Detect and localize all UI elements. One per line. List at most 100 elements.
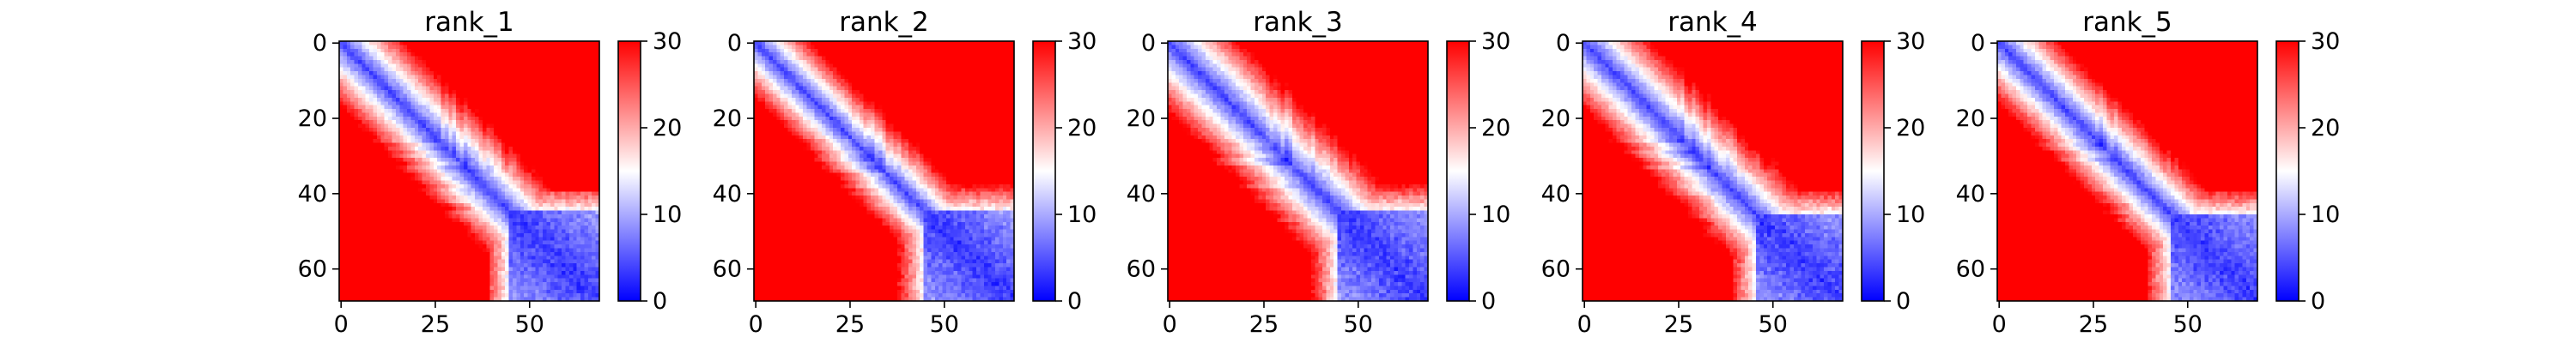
heatmap-cell xyxy=(404,162,408,166)
heatmap-cell xyxy=(456,279,460,283)
heatmap-cell xyxy=(554,207,558,211)
heatmap-cell xyxy=(475,93,479,98)
heatmap-cell xyxy=(426,98,430,102)
heatmap-cell xyxy=(437,143,441,147)
heatmap-cell xyxy=(460,120,465,124)
heatmap-cell xyxy=(437,286,441,290)
heatmap-cell xyxy=(407,128,411,132)
heatmap-cell xyxy=(486,71,490,75)
heatmap-cell xyxy=(369,192,374,196)
heatmap-cell xyxy=(467,150,471,154)
heatmap-cell xyxy=(573,165,577,170)
heatmap-cell xyxy=(547,218,551,222)
heatmap-cell xyxy=(404,184,408,189)
heatmap-cell xyxy=(577,128,581,132)
heatmap-cell xyxy=(497,90,501,94)
heatmap-cell xyxy=(369,244,374,249)
heatmap-cell xyxy=(464,52,468,57)
heatmap-cell xyxy=(554,143,558,147)
heatmap-cell xyxy=(415,188,419,192)
heatmap-cell xyxy=(532,252,536,256)
heatmap-cell xyxy=(550,105,555,110)
heatmap-cell xyxy=(494,274,498,279)
heatmap-cell xyxy=(415,98,419,102)
heatmap-cell xyxy=(535,57,539,61)
heatmap-cell xyxy=(471,82,476,87)
heatmap-cell xyxy=(497,279,501,283)
heatmap-cell xyxy=(453,249,457,253)
heatmap-cell xyxy=(471,147,476,151)
heatmap-cell xyxy=(418,90,422,94)
heatmap-cell xyxy=(509,139,513,143)
heatmap-cell xyxy=(380,184,385,189)
heatmap-cell xyxy=(483,162,487,166)
heatmap-cell xyxy=(380,90,385,94)
colorbar: 0102030 xyxy=(618,28,682,315)
heatmap-cell xyxy=(355,203,359,208)
heatmap-cell xyxy=(369,147,374,151)
heatmap-cell xyxy=(547,279,551,283)
heatmap-cell xyxy=(343,233,347,238)
heatmap-cell xyxy=(388,290,392,294)
heatmap-cell xyxy=(478,177,483,181)
heatmap-cell xyxy=(369,293,374,298)
heatmap-cell xyxy=(901,49,905,53)
heatmap-cell xyxy=(350,249,355,253)
heatmap-cell xyxy=(410,222,415,226)
heatmap-cell xyxy=(547,101,551,105)
heatmap-cell xyxy=(374,90,378,94)
heatmap-cell xyxy=(528,79,532,83)
heatmap-cell xyxy=(429,131,434,135)
heatmap-cell xyxy=(399,98,404,102)
heatmap-cell xyxy=(358,249,362,253)
heatmap-cell xyxy=(535,131,539,135)
heatmap-cell xyxy=(361,263,366,268)
heatmap-cell xyxy=(543,226,547,230)
heatmap-cell xyxy=(524,260,528,264)
heatmap-cell xyxy=(437,218,441,222)
heatmap-cell xyxy=(984,49,988,53)
heatmap-cell xyxy=(535,143,539,147)
heatmap-cell xyxy=(453,139,457,143)
heatmap-cell xyxy=(410,120,415,124)
heatmap-cell xyxy=(355,267,359,271)
heatmap-cell xyxy=(550,260,555,264)
heatmap-cell xyxy=(524,120,528,124)
heatmap-cell xyxy=(475,188,479,192)
heatmap-cell xyxy=(528,82,532,87)
heatmap-cell xyxy=(388,256,392,260)
heatmap-cell xyxy=(490,57,495,61)
heatmap-cell xyxy=(460,293,465,298)
heatmap-cell xyxy=(584,230,588,234)
heatmap-cell xyxy=(494,256,498,260)
heatmap-cell xyxy=(543,207,547,211)
heatmap-cell xyxy=(426,282,430,286)
heatmap-cell xyxy=(946,45,951,49)
heatmap-cell xyxy=(407,256,411,260)
heatmap-cell xyxy=(554,139,558,143)
heatmap-cell xyxy=(475,196,479,200)
heatmap-cell xyxy=(535,177,539,181)
heatmap-cell xyxy=(584,203,588,208)
heatmap-cell xyxy=(516,244,520,249)
heatmap-cell xyxy=(818,49,823,53)
heatmap-cell xyxy=(573,211,577,215)
heatmap-cell xyxy=(535,207,539,211)
heatmap-cell xyxy=(516,57,520,61)
heatmap-cell xyxy=(490,75,495,80)
heatmap-cell xyxy=(562,177,566,181)
heatmap-cell xyxy=(464,173,468,178)
heatmap-cell xyxy=(347,207,351,211)
heatmap-cell xyxy=(418,218,422,222)
heatmap-cell xyxy=(494,290,498,294)
heatmap-cell xyxy=(483,211,487,215)
heatmap-cell xyxy=(377,109,381,113)
heatmap-cell xyxy=(441,218,446,222)
heatmap-cell xyxy=(422,249,427,253)
heatmap-cell xyxy=(558,93,562,98)
heatmap-cell xyxy=(558,267,562,271)
heatmap-cell xyxy=(478,256,483,260)
heatmap-cell xyxy=(505,87,509,91)
heatmap-cell xyxy=(573,180,577,184)
heatmap-cell xyxy=(573,45,577,49)
